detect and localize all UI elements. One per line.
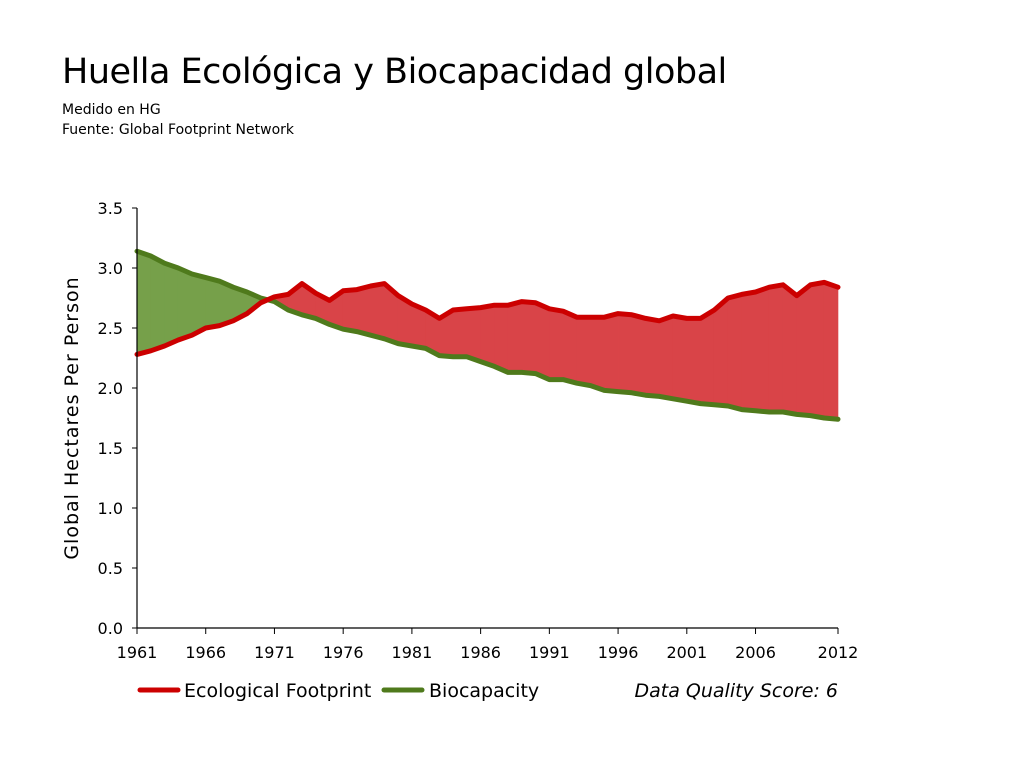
deficit-area-segment (480, 304, 495, 367)
deficit-area-segment (782, 284, 798, 415)
deficit-area-segment (796, 284, 811, 416)
deficit-area-segment (768, 284, 784, 413)
deficit-area-segment (549, 308, 564, 380)
deficit-area-segment (521, 301, 536, 374)
deficit-area-segment (823, 281, 839, 420)
x-tick-label: 1986 (460, 643, 501, 662)
deficit-area-segment (727, 294, 743, 410)
deficit-area-segment (590, 316, 605, 391)
deficit-area-segment (452, 308, 468, 358)
deficit-area-segment (507, 301, 523, 373)
y-tick-label: 1.0 (98, 499, 123, 518)
deficit-area-segment (672, 315, 688, 402)
x-ticks: 1961 1966 1971 1976 1981 1986 1991 1996 2001 2006… (117, 628, 859, 662)
x-tick-label: 1961 (117, 643, 158, 662)
footprint-series-line (134, 279, 841, 357)
deficit-area-segment (342, 289, 358, 332)
deficit-area-segment (370, 283, 385, 340)
legend-label-biocapacity: Biocapacity (429, 680, 539, 702)
deficit-area-segment (686, 318, 701, 404)
y-tick-label: 1.5 (98, 439, 123, 458)
chart-lines (134, 248, 841, 422)
deficit-area-segment (576, 316, 591, 386)
y-tick-label: 0.0 (98, 619, 123, 638)
x-tick-label: 1976 (323, 643, 364, 662)
deficit-area-segment (494, 304, 509, 373)
y-tick-label: 3.0 (98, 259, 123, 278)
deficit-area-segment (659, 315, 674, 400)
x-tick-label: 1981 (392, 643, 433, 662)
deficit-area-segment (741, 291, 756, 412)
legend-label-footprint: Ecological Footprint (184, 680, 371, 702)
deficit-area-segment (713, 297, 729, 407)
deficit-area-segment (604, 313, 619, 392)
deficit-area-segment (356, 285, 371, 336)
deficit-area-segment (617, 313, 633, 394)
subtitle-source: Fuente: Global Footprint Network (62, 122, 294, 138)
x-tick-label: 1996 (598, 643, 639, 662)
deficit-area-segment (535, 302, 550, 381)
deficit-area-segment (645, 318, 660, 397)
x-tick-label: 1971 (254, 643, 295, 662)
x-tick-label: 2001 (666, 643, 707, 662)
reserve-area-segment (191, 273, 207, 336)
y-tick-label: 2.5 (98, 319, 123, 338)
legend: Ecological Footprint Biocapacity (137, 680, 539, 702)
y-ticks: 0.0 0.5 1.0 1.5 2.0 2.5 3.0 3.5 (98, 199, 137, 638)
reserve-area-segment (136, 250, 152, 355)
deficit-area-segment (700, 309, 715, 406)
deficit-area-segment (562, 310, 578, 384)
x-tick-label: 1991 (529, 643, 570, 662)
deficit-area-segment (755, 286, 770, 413)
deficit-area-segment (466, 307, 481, 363)
data-quality-score: Data Quality Score: 6 (635, 680, 839, 702)
x-tick-label: 2006 (735, 643, 776, 662)
chart-areas (136, 250, 839, 420)
subtitle-units: Medido en HG (62, 102, 161, 118)
reserve-area-segment (205, 277, 220, 329)
y-tick-label: 2.0 (98, 379, 123, 398)
deficit-area-segment (810, 282, 825, 419)
biocapacity-series-line (134, 248, 841, 422)
reserve-area-segment (177, 267, 193, 341)
chart-axes (136, 208, 838, 629)
x-tick-label: 2012 (818, 643, 859, 662)
page-title: Huella Ecológica y Biocapacidad global (62, 52, 727, 92)
y-tick-label: 3.5 (98, 199, 123, 218)
x-tick-label: 1966 (185, 643, 226, 662)
y-axis-label: Global Hectares Per Person (61, 276, 83, 559)
y-tick-label: 0.5 (98, 559, 123, 578)
reserve-area-segment (150, 255, 165, 352)
deficit-area-segment (631, 314, 646, 396)
reserve-area-segment (164, 262, 179, 347)
